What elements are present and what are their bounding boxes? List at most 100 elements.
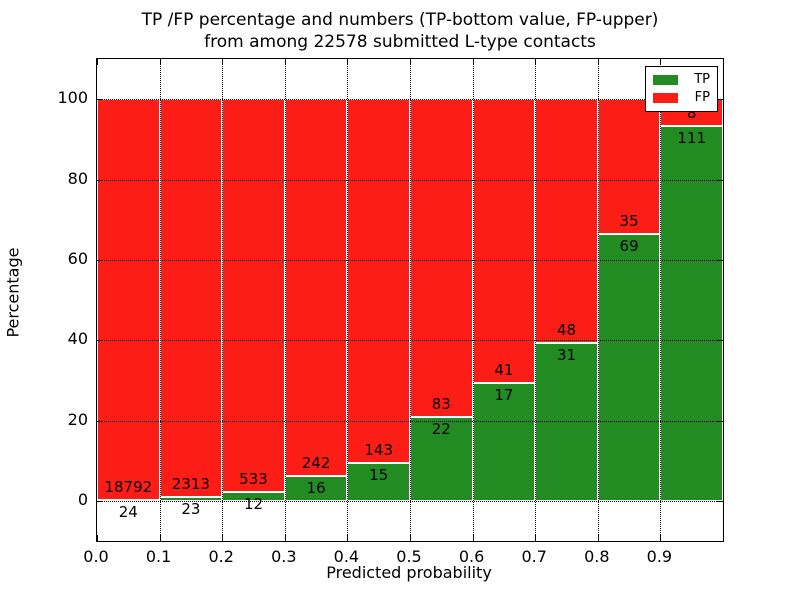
- x-tick-label: 0.0: [83, 547, 109, 566]
- x-tick-mark: [284, 59, 286, 65]
- y-tick-mark: [717, 500, 723, 502]
- fp-count-label: 41: [494, 361, 514, 380]
- y-gridline: [97, 99, 723, 101]
- x-gridline: [284, 59, 286, 541]
- y-tick-mark: [97, 179, 103, 181]
- x-tick-label: 0.8: [584, 547, 610, 566]
- x-tick-mark: [159, 535, 161, 541]
- x-tick-mark: [660, 535, 662, 541]
- x-tick-mark: [97, 59, 98, 65]
- fp-count-label: 143: [364, 440, 393, 459]
- y-tick-label: 80: [67, 168, 88, 188]
- x-gridline: [347, 59, 349, 541]
- x-tick-mark: [597, 59, 599, 65]
- chart-title-line-2: from among 22578 submitted L-type contac…: [204, 32, 596, 52]
- tp-bar-segment: [660, 126, 723, 501]
- x-tick-label: 0.6: [458, 547, 485, 566]
- x-tick-label: 0.9: [646, 547, 673, 566]
- tp-count-label: 12: [243, 494, 264, 513]
- x-tick-mark: [535, 59, 537, 65]
- x-tick-mark: [472, 59, 474, 65]
- fp-bar-segment: [284, 99, 348, 476]
- tp-count-label: 69: [619, 237, 639, 256]
- x-gridline: [222, 59, 224, 541]
- x-tick-mark: [347, 59, 349, 65]
- x-gridline: [410, 59, 411, 541]
- plot-area: 18792 24 2313 23 533 12 242 16 143 15 83 22 41 17 48 31…: [96, 58, 724, 542]
- x-tick-label: 0.2: [208, 547, 234, 566]
- legend-label-tp: TP: [694, 72, 710, 87]
- x-tick-label: 0.4: [333, 547, 360, 566]
- y-tick-mark: [97, 420, 103, 422]
- tp-bar-segment: [535, 343, 598, 501]
- tp-bar-segment: [597, 234, 661, 501]
- x-tick-mark: [660, 59, 662, 65]
- y-tick-label: 0: [77, 489, 88, 509]
- x-tick-mark: [222, 59, 224, 65]
- y-tick-mark: [97, 99, 103, 101]
- fp-count-label: 2313: [171, 474, 210, 493]
- legend-entry-fp: FP: [653, 91, 710, 105]
- fp-bar-segment: [535, 99, 598, 344]
- y-gridline: [97, 340, 723, 342]
- x-tick-mark: [97, 535, 98, 541]
- y-gridline: [97, 500, 723, 502]
- y-tick-label: 40: [67, 329, 88, 349]
- y-tick-mark: [717, 340, 723, 342]
- chart-title-line-1: TP /FP percentage and numbers (TP-bottom…: [141, 10, 659, 30]
- x-gridline: [159, 59, 161, 541]
- x-gridline: [597, 59, 599, 541]
- x-tick-mark: [535, 535, 537, 541]
- y-tick-mark: [717, 179, 723, 181]
- tp-swatch-icon: [653, 75, 678, 85]
- y-tick-mark: [717, 420, 723, 422]
- fp-count-label: 83: [431, 394, 451, 413]
- x-tick-mark: [159, 59, 161, 65]
- tp-count-label: 24: [118, 503, 138, 522]
- x-axis-label: Predicted probability: [326, 563, 492, 582]
- fp-bar-segment: [472, 99, 536, 384]
- x-tick-label: 0.1: [145, 547, 172, 566]
- x-tick-label: 0.3: [271, 547, 297, 566]
- x-tick-label: 0.5: [396, 547, 422, 566]
- y-gridline: [97, 259, 723, 261]
- legend-entry-tp: TP: [653, 73, 710, 87]
- fp-bar-segment: [159, 99, 223, 497]
- tp-count-label: 111: [677, 129, 706, 148]
- y-tick-label: 20: [67, 409, 88, 429]
- y-gridline: [97, 179, 723, 181]
- fp-swatch-icon: [653, 93, 678, 103]
- y-tick-label: 100: [57, 88, 88, 108]
- y-tick-mark: [717, 259, 723, 261]
- legend-box: TP FP: [645, 66, 718, 112]
- fp-bar-segment: [97, 99, 160, 501]
- x-gridline: [472, 59, 474, 541]
- x-tick-label: 0.7: [521, 547, 547, 566]
- tp-count-label: 31: [556, 346, 577, 365]
- tp-count-label: 23: [181, 499, 201, 518]
- tp-count-label: 15: [369, 465, 389, 484]
- fp-count-label: 18792: [104, 478, 153, 497]
- tp-count-label: 22: [431, 419, 451, 438]
- fp-count-label: 35: [619, 212, 639, 231]
- x-tick-mark: [472, 535, 474, 541]
- y-gridline: [97, 420, 723, 422]
- fp-count-label: 533: [239, 469, 268, 488]
- y-axis-label: Percentage: [3, 247, 23, 338]
- tp-bar-segment: [472, 383, 536, 501]
- x-tick-mark: [222, 535, 224, 541]
- x-tick-mark: [410, 59, 411, 65]
- fp-bar-segment: [597, 99, 661, 235]
- y-tick-mark: [717, 99, 723, 101]
- fp-bar-segment: [347, 99, 410, 463]
- tp-count-label: 17: [494, 386, 514, 405]
- y-tick-mark: [97, 259, 103, 261]
- y-tick-mark: [97, 500, 103, 502]
- fp-count-label: 242: [301, 453, 331, 472]
- fp-count-label: 8: [686, 104, 697, 123]
- fp-count-label: 48: [556, 321, 577, 340]
- fp-bar-segment: [222, 99, 285, 492]
- x-tick-mark: [347, 535, 349, 541]
- tp-bar-segment: [284, 475, 348, 501]
